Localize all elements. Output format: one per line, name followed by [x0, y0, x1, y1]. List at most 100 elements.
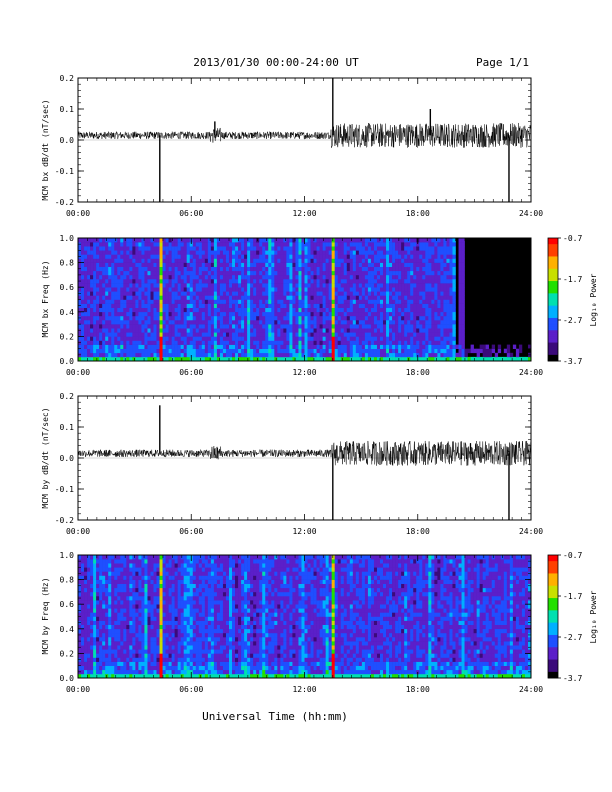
spectrogram-cell	[380, 258, 384, 263]
spectrogram-cell	[171, 279, 175, 284]
spectrogram-cell	[99, 641, 103, 646]
spectrogram-cell	[370, 320, 375, 325]
spectrogram-cell	[213, 324, 218, 329]
spectrogram-cell	[355, 340, 360, 345]
spectrogram-cell	[201, 254, 206, 259]
spectrogram-cell	[262, 270, 266, 276]
spectrogram-cell	[271, 279, 275, 284]
spectrogram-cell	[355, 287, 360, 292]
spectrogram-cell	[93, 303, 97, 308]
spectrogram-cell	[90, 311, 94, 317]
spectrogram-cell	[455, 356, 459, 362]
spectrogram-cell	[376, 320, 381, 325]
spectrogram-cell	[383, 279, 387, 284]
spectrogram-cell	[105, 596, 109, 601]
spectrogram-cell	[422, 344, 426, 349]
spectrogram-cell	[328, 291, 332, 296]
spectrogram-cell	[295, 299, 299, 304]
spectrogram-cell	[253, 291, 257, 296]
spectrogram-cell	[96, 279, 100, 284]
spectrogram-cell	[81, 661, 85, 666]
spectrogram-cell	[280, 291, 284, 296]
spectrogram-cell	[177, 328, 181, 333]
spectrogram-cell	[102, 254, 106, 259]
spectrogram-cell	[464, 356, 468, 362]
spectrogram-cell	[207, 279, 212, 284]
spectrogram-cell	[150, 274, 154, 280]
spectrogram-cell	[395, 315, 399, 321]
spectrogram-cell	[349, 250, 354, 255]
spectrogram-cell	[334, 311, 339, 317]
spectrogram-cell	[325, 262, 329, 267]
spectrogram-cell	[99, 266, 103, 272]
spectrogram-cell	[367, 299, 372, 304]
spectrogram-cell	[527, 356, 532, 362]
spectrogram-cell	[93, 238, 97, 243]
spectrogram-cell	[216, 356, 221, 362]
spectrogram-cell	[301, 336, 305, 341]
spectrogram-cell	[422, 352, 426, 358]
spectrogram-cell	[216, 311, 221, 317]
spectrogram-cell	[174, 344, 178, 349]
spectrogram-cell	[123, 608, 127, 613]
spectrogram-cell	[304, 266, 308, 272]
spectrogram-cell	[126, 242, 130, 247]
spectrogram-cell	[123, 258, 127, 263]
spectrogram-cell	[319, 328, 323, 333]
spectrogram-cell	[398, 315, 402, 321]
spectrogram-cell	[518, 344, 523, 349]
spectrogram-cell	[452, 250, 456, 255]
spectrogram-cell	[93, 563, 97, 568]
spectrogram-cell	[195, 238, 200, 243]
spectrogram-cell	[111, 559, 115, 564]
spectrogram-cell	[398, 324, 402, 329]
spectrogram-cell	[120, 344, 124, 349]
spectrogram-cell	[90, 250, 94, 255]
spectrogram-cell	[177, 262, 181, 267]
spectrogram-cell	[150, 246, 154, 251]
spectrogram-cell	[446, 307, 450, 313]
spectrogram-cell	[383, 238, 387, 243]
spectrogram-cell	[328, 254, 332, 259]
spectrogram-cell	[213, 303, 218, 308]
spectrogram-cell	[458, 279, 462, 284]
spectrogram-cell	[96, 575, 100, 580]
spectrogram-cell	[395, 336, 399, 341]
spectrogram-cell	[446, 291, 450, 296]
spectrogram-cell	[216, 299, 221, 304]
spectrogram-cell	[117, 600, 121, 605]
spectrogram-cell	[180, 328, 184, 333]
spectrogram-cell	[84, 657, 88, 662]
spectrogram-cell	[99, 624, 103, 630]
spectrogram-cell	[340, 246, 345, 251]
spectrogram-cell	[87, 246, 91, 251]
spectrogram-cell	[440, 336, 444, 341]
spectrogram-cell	[422, 242, 426, 247]
spectrogram-cell	[322, 246, 326, 251]
spectrogram-cell	[358, 242, 363, 247]
spectrogram-cell	[392, 307, 396, 313]
spectrogram-cell	[458, 287, 462, 292]
spectrogram-cell	[367, 279, 372, 284]
spectrogram-cell	[201, 295, 206, 300]
spectrogram-cell	[364, 270, 369, 276]
spectrogram-cell	[174, 242, 178, 247]
spectrogram-cell	[449, 258, 453, 263]
spectrogram-cell	[425, 332, 429, 337]
spectrogram-cell	[108, 303, 112, 308]
spectrogram-cell	[78, 653, 82, 658]
spectrogram-cell	[87, 612, 91, 617]
spectrogram-cell	[102, 291, 106, 296]
spectrogram-cell	[404, 356, 408, 362]
spectrogram-cell	[93, 254, 97, 259]
spectrogram-cell	[84, 591, 88, 597]
spectrogram-cell	[144, 279, 148, 284]
spectrogram-cell	[283, 246, 287, 251]
spectrogram-cell	[102, 665, 106, 671]
spectrogram-cell	[259, 344, 263, 349]
spectrogram-cell	[87, 657, 91, 662]
spectrogram-cell	[90, 287, 94, 292]
spectrogram-cell	[301, 246, 305, 251]
spectrogram-cell	[340, 287, 345, 292]
spectrogram-cell	[262, 238, 266, 243]
